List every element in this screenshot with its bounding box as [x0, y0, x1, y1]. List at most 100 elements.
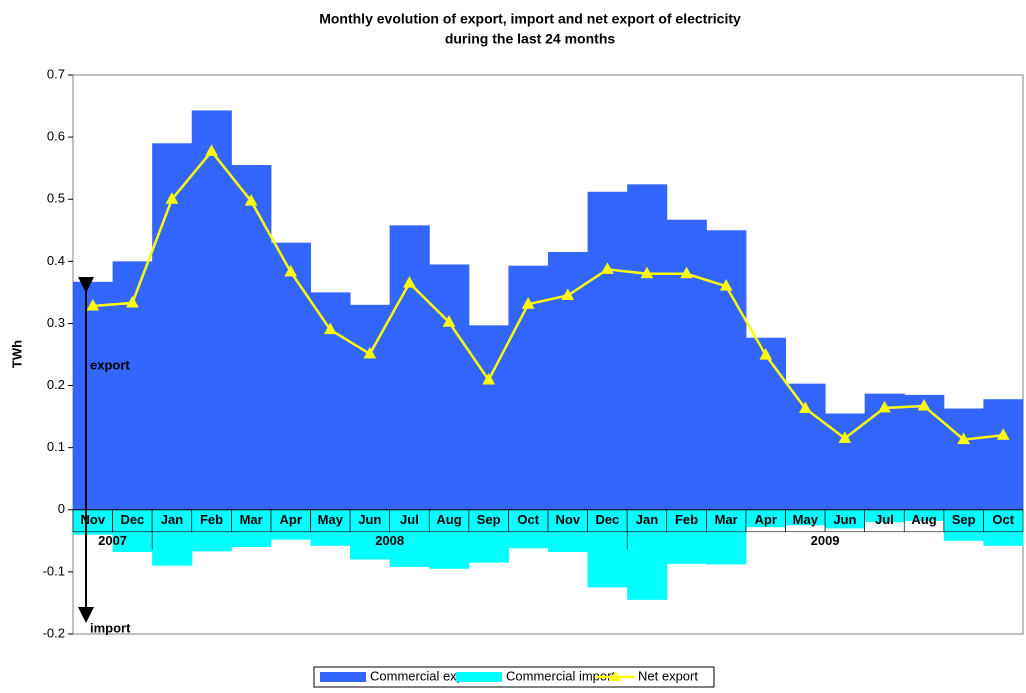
bar: [389, 225, 430, 510]
line-marker: [996, 428, 1010, 440]
bar: [152, 509, 193, 566]
x-tick-label: Feb: [200, 512, 223, 527]
line-marker: [640, 266, 654, 279]
bar: [983, 509, 1024, 546]
x-tick-label: Jan: [161, 512, 183, 527]
x-tick-label: Apr: [280, 512, 302, 527]
bar: [112, 509, 153, 553]
year-label: 2007: [98, 533, 127, 548]
line-marker: [244, 194, 258, 206]
bar: [706, 509, 747, 565]
bar: [270, 242, 311, 510]
y-axis-label: TWh: [9, 340, 24, 368]
year-label: 2009: [811, 533, 840, 548]
x-tick-label: Jul: [875, 512, 894, 527]
y-tick-label: 0.6: [47, 129, 65, 144]
line-marker: [284, 264, 298, 277]
bar: [983, 399, 1024, 510]
line-marker: [521, 297, 535, 309]
line-marker: [878, 400, 891, 413]
x-tick-label: Mar: [240, 512, 263, 527]
bar: [904, 394, 945, 510]
bar: [429, 509, 470, 569]
bar: [548, 509, 589, 553]
line-marker: [601, 262, 614, 274]
line-marker: [759, 348, 773, 360]
bar: [943, 408, 984, 510]
year-label: 2008: [375, 533, 404, 548]
bar: [508, 509, 549, 549]
y-tick-label: 0.1: [47, 439, 65, 454]
legend-label: Commercial import: [506, 668, 615, 683]
bar: [666, 219, 707, 510]
y-tick-label: 0.3: [47, 315, 65, 330]
bar: [468, 509, 509, 563]
x-tick-label: Jun: [833, 512, 856, 527]
bar: [191, 110, 232, 510]
chart-subtitle: during the last 24 months: [445, 31, 616, 47]
line-marker: [165, 192, 179, 204]
bar: [270, 509, 311, 540]
bar: [745, 337, 786, 510]
x-tick-label: Nov: [81, 512, 106, 527]
legend-label: Commercial export: [370, 668, 479, 683]
legend-swatch: [320, 672, 366, 682]
line-marker: [838, 431, 852, 443]
x-tick-label: Jun: [358, 512, 381, 527]
line: [92, 149, 1004, 441]
bar: [587, 191, 628, 510]
y-tick-label: 0.7: [47, 66, 65, 81]
y-tick-label: 0: [58, 501, 65, 516]
bar: [231, 509, 272, 548]
category-cell: [983, 509, 1024, 533]
bar: [666, 509, 707, 564]
legend-label: Net export: [638, 668, 698, 683]
line-marker: [126, 295, 139, 308]
legend: Commercial export Commercial import Net ex…: [313, 666, 715, 688]
x-tick-label: Nov: [556, 512, 581, 527]
x-tick-label: Jan: [636, 512, 658, 527]
bar: [389, 509, 430, 567]
legend-swatch: [609, 671, 621, 681]
x-tick-label: Mar: [715, 512, 738, 527]
bar: [231, 165, 272, 510]
x-tick-label: Sep: [477, 512, 501, 527]
bar: [904, 509, 945, 521]
x-tick-label: Dec: [120, 512, 144, 527]
bar: [627, 184, 668, 510]
line-marker: [363, 346, 377, 359]
bar: [587, 509, 628, 588]
line-marker: [957, 432, 970, 445]
x-tick-label: Oct: [517, 512, 539, 527]
x-tick-label: May: [318, 512, 344, 527]
line-marker: [917, 399, 931, 411]
y-tick-label: 0.2: [47, 377, 65, 392]
x-tick-label: Feb: [675, 512, 698, 527]
bar: [152, 143, 193, 510]
bar: [864, 393, 905, 510]
plot-area: -0.2 -0.1 0 0.1 0.2 0.3 0.4 0.5 0.6 0.7 Nov Dec Jan F…: [43, 66, 1024, 640]
y-tick-label: -0.2: [43, 625, 65, 640]
line-marker: [205, 144, 218, 156]
line-marker: [403, 276, 416, 288]
y-tick-label: 0.4: [47, 253, 65, 268]
import-annotation: import: [90, 620, 131, 635]
bar: [429, 264, 470, 510]
x-tick-label: Dec: [595, 512, 619, 527]
bar: [627, 509, 668, 600]
bar: [191, 509, 232, 552]
x-tick-label: May: [793, 512, 819, 527]
line-marker: [680, 266, 693, 279]
legend-frame: [313, 666, 715, 688]
y-tick-label: 0.5: [47, 191, 65, 206]
line-marker: [719, 279, 733, 291]
x-tick-label: Sep: [952, 512, 976, 527]
line-marker: [323, 322, 337, 335]
bar: [864, 509, 905, 523]
bar: [943, 509, 984, 541]
chart-title: Monthly evolution of export, import and …: [319, 11, 741, 27]
x-tick-label: Aug: [911, 512, 936, 527]
bar: [350, 509, 391, 560]
line-marker: [482, 372, 495, 385]
